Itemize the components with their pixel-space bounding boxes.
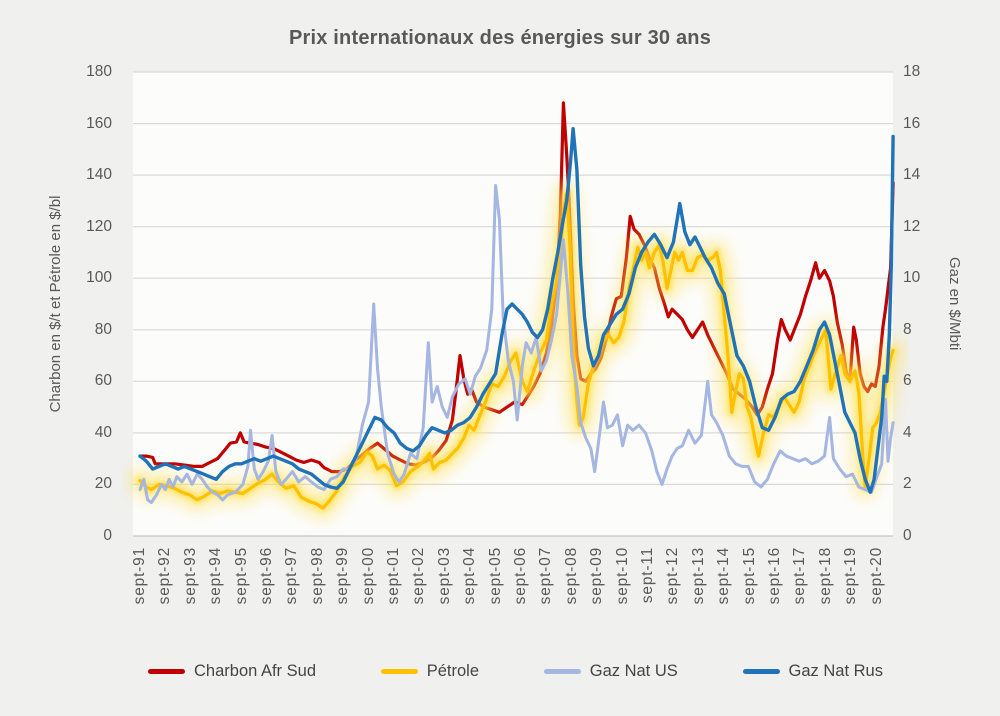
x-axis-tick-label: sept-02 [410,547,428,605]
x-axis-tick-label: sept-94 [207,547,225,605]
legend-line-swatch [742,669,780,674]
x-axis-tick-label: sept-93 [181,547,199,605]
right-axis-tick-label: 16 [903,114,921,132]
left-axis-tick-label: 180 [86,63,112,80]
legend-item-charbon-afr-sud: Charbon Afr Sud [148,662,316,681]
right-axis-tick-label: 18 [903,63,921,80]
x-axis-tick-label: sept-19 [842,547,860,605]
left-axis-tick-label: 0 [103,527,112,544]
legend-item-gaz-nat-rus: Gaz Nat Rus [742,662,883,681]
left-axis-tick-label: 20 [94,475,112,493]
x-axis-tick-label: sept-16 [766,547,783,605]
legend-line-swatch [543,669,581,674]
x-axis-tick-label: sept-12 [664,547,682,605]
x-axis-tick-label: sept-20 [867,547,885,605]
x-axis-tick-label: sept-03 [435,547,453,605]
legend-label: Gaz Nat US [589,662,678,680]
x-axis-tick-label: sept-09 [588,547,606,605]
x-axis-tick-label: sept-10 [613,547,631,605]
x-axis-tick-label: sept-92 [156,547,174,605]
chart-title: Prix internationaux des énergies sur 30 … [288,27,712,49]
x-axis-tick-label: sept-18 [816,547,834,605]
x-axis-tick-label: sept-97 [283,547,301,605]
x-axis-tick-label: sept-95 [232,547,250,605]
x-axis-tick-label: sept-17 [791,547,809,605]
right-axis-tick-label: 8 [903,320,912,338]
x-axis-tick-label: sept-00 [359,547,377,605]
x-axis-tick-label: sept-05 [486,547,504,605]
legend-line-swatch [380,669,418,674]
left-axis-tick-label: 100 [86,269,112,287]
legend-label: Charbon Afr Sud [194,662,316,680]
left-axis-tick-label: 140 [86,166,112,184]
legend: Charbon Afr Sud Pétrole Gaz Nat US Gaz Nat … [148,662,883,681]
left-axis-tick-label: 120 [86,217,112,235]
legend-item-gaz-nat-us: Gaz Nat US [543,662,678,681]
legend-label: Pétrole [426,662,480,680]
x-axis-tick-label: sept-91 [131,547,148,605]
left-axis-tick-label: 80 [94,320,112,338]
legend-item-p-trole: Pétrole [380,662,480,681]
x-axis-tick-label: sept-96 [258,547,275,605]
right-axis-tick-label: 10 [903,269,921,287]
legend-label: Gaz Nat Rus [788,662,883,680]
x-axis-tick-label: sept-04 [461,547,479,605]
x-axis-tick-label: sept-01 [385,547,402,605]
left-axis-tick-label: 40 [94,423,112,441]
right-axis-tick-label: 6 [903,372,912,390]
series-line-gaz-nat-rus [138,126,895,494]
right-axis-tick-label: 2 [903,475,912,493]
x-axis-tick-label: sept-98 [308,547,326,605]
x-axis-tick-label: sept-11 [639,547,656,604]
x-axis-tick-label: sept-07 [537,547,555,605]
x-axis-tick-label: sept-06 [512,547,529,605]
legend-line-swatch [148,669,185,674]
right-axis-tick-label: 14 [903,166,921,184]
left-axis-tick-label: 60 [94,372,112,390]
x-axis-tick-label: sept-15 [740,547,758,605]
right-axis-tick-label: 0 [903,527,912,544]
right-axis-title: Gaz en $/Mbti [946,257,963,351]
x-axis-tick-label: sept-14 [715,547,733,605]
x-axis-tick-label: sept-13 [689,547,707,605]
right-axis-tick-label: 4 [903,423,912,441]
left-axis-tick-label: 160 [86,114,112,132]
right-axis-tick-label: 12 [903,217,921,235]
x-axis-tick-label: sept-08 [562,547,580,605]
series-line-gaz-nat-us [138,183,895,504]
x-axis-tick-label: sept-99 [334,547,352,605]
